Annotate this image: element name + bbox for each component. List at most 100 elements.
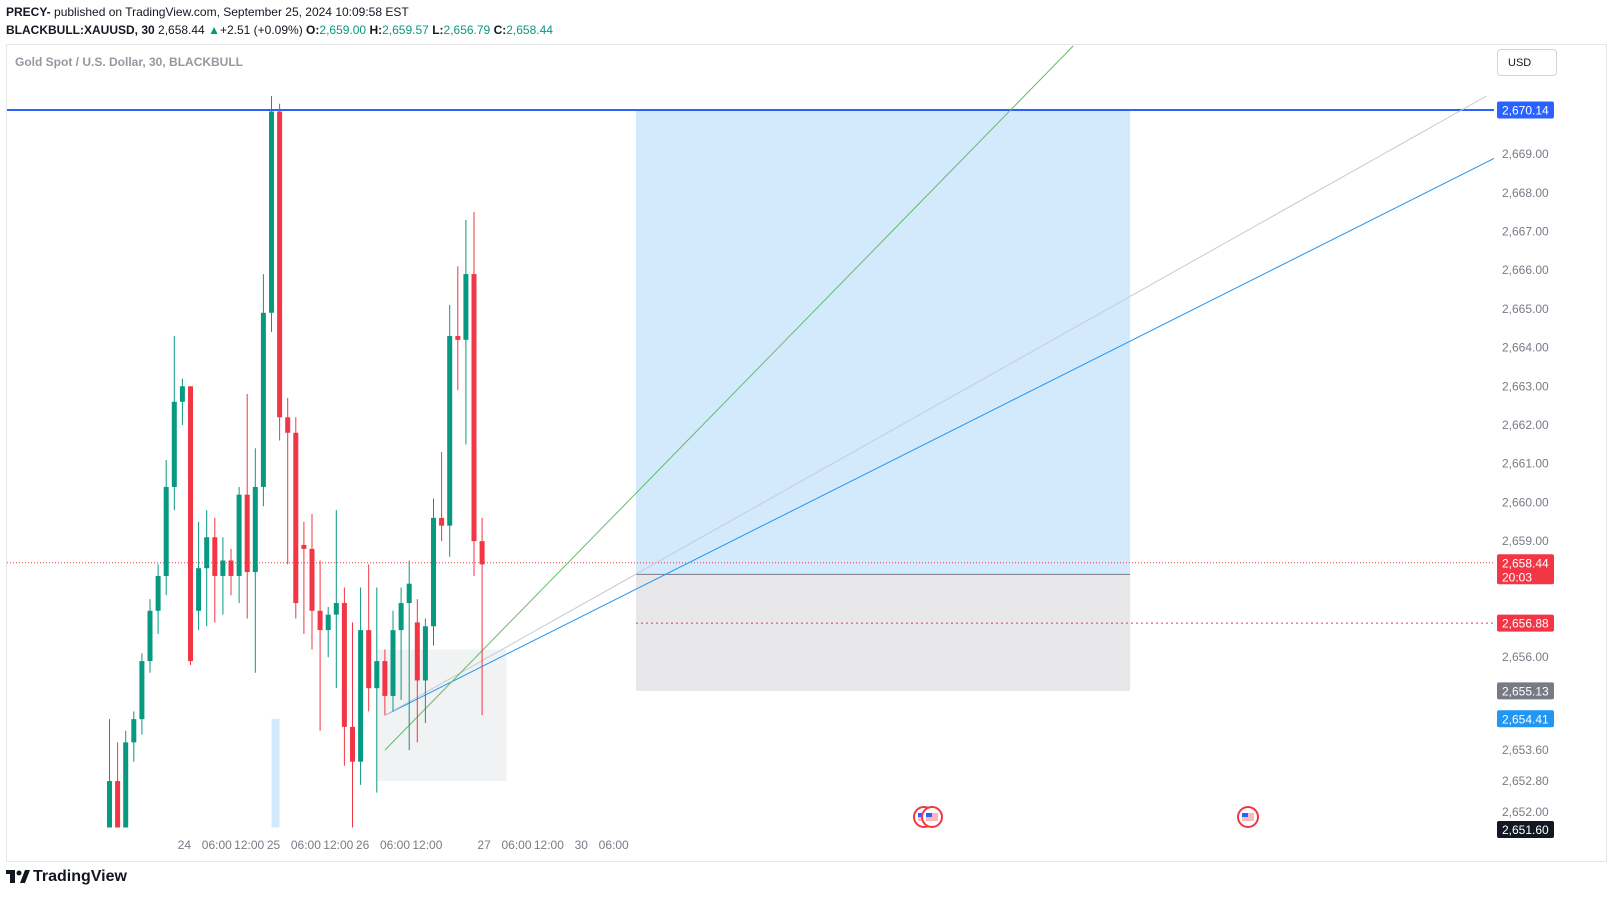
price-label-text: 2,670.14 [1502, 104, 1549, 118]
candle-body[interactable] [301, 544, 307, 549]
candle-body[interactable] [107, 781, 112, 828]
candle-body[interactable] [333, 603, 339, 615]
profit-zone[interactable] [636, 110, 1131, 575]
trend-line-blue[interactable] [384, 154, 1503, 716]
candle-body[interactable] [260, 312, 266, 487]
candle-body[interactable] [398, 603, 404, 631]
candle-body[interactable] [212, 537, 218, 576]
x-tick-label: 12:00 [323, 838, 353, 852]
open-label: O: [306, 23, 320, 37]
x-tick-label: 27 [477, 838, 491, 852]
candle-body[interactable] [204, 537, 210, 569]
tradingview-footer[interactable]: TradingView [6, 866, 127, 888]
candle-body[interactable] [252, 486, 258, 573]
candle-body[interactable] [455, 336, 461, 340]
x-tick-label: 06:00 [599, 838, 629, 852]
y-tick-label: 2,667.00 [1502, 225, 1549, 239]
price-label[interactable]: 2,656.88 [1497, 614, 1554, 632]
x-tick-label: 06:00 [291, 838, 321, 852]
candle-body[interactable] [179, 386, 185, 402]
price-label-bg [1497, 554, 1554, 585]
brand-name: TradingView [33, 868, 127, 885]
y-tick-label: 2,668.00 [1502, 186, 1549, 200]
candle-body[interactable] [447, 336, 453, 526]
x-tick-label: 12:00 [234, 838, 264, 852]
candle-body[interactable] [382, 661, 388, 696]
author-name[interactable]: PRECY- [6, 5, 51, 19]
x-tick-label: 12:00 [412, 838, 442, 852]
past-stop-zone [376, 649, 507, 782]
candle-body[interactable] [147, 610, 153, 662]
candle-body[interactable] [374, 661, 380, 689]
price-label-text: 2,655.13 [1502, 684, 1549, 698]
open-value: 2,659.00 [319, 23, 367, 37]
candle-body[interactable] [366, 630, 372, 689]
y-tick-label: 2,664.00 [1502, 341, 1549, 355]
candle-body[interactable] [463, 274, 469, 340]
candle-body[interactable] [163, 486, 169, 576]
published-text: published on TradingView.com, September … [50, 5, 409, 19]
y-tick-label: 2,652.00 [1502, 805, 1549, 819]
stop-zone[interactable] [636, 574, 1131, 691]
candle-body[interactable] [228, 560, 234, 576]
chart-frame[interactable] [6, 44, 1607, 862]
candle-body[interactable] [431, 517, 436, 627]
price-label[interactable]: 2,651.60 [1497, 821, 1554, 838]
price-label-text: 2,654.41 [1502, 712, 1549, 726]
candle-body[interactable] [471, 274, 477, 542]
price-label-bg [1497, 710, 1554, 728]
price-label-text: 2,656.88 [1502, 617, 1549, 631]
candle-body[interactable] [244, 494, 250, 573]
price-label[interactable]: 2,670.14 [1497, 101, 1554, 119]
price-label[interactable]: 2,654.41 [1497, 710, 1554, 728]
us-news-icon[interactable] [921, 806, 943, 828]
y-tick-label: 2,665.00 [1502, 302, 1549, 316]
currency-button[interactable]: USD [1497, 49, 1557, 76]
price-label[interactable]: 2,655.13 [1497, 682, 1554, 700]
high-label: H: [369, 23, 383, 37]
low-value: 2,656.79 [443, 23, 491, 37]
candle-body[interactable] [293, 432, 299, 604]
candle-body[interactable] [139, 661, 145, 720]
y-tick-label: 2,666.00 [1502, 263, 1549, 277]
candle-body[interactable] [171, 401, 177, 487]
candle-body[interactable] [422, 626, 428, 681]
candle-body[interactable] [236, 494, 242, 576]
candle-body[interactable] [220, 560, 226, 576]
candle-body[interactable] [155, 575, 161, 611]
candle-body[interactable] [406, 583, 412, 604]
candle-body[interactable] [390, 630, 396, 696]
candle-body[interactable] [358, 630, 364, 762]
candle-body[interactable] [196, 568, 202, 611]
y-tick-label: 2,669.00 [1502, 147, 1549, 161]
symbol-name: BLACKBULL:XAUUSD, 30 [6, 23, 155, 37]
candle-body[interactable] [115, 781, 121, 828]
x-tick-label: 30 [575, 838, 589, 852]
countdown-text: 20:03 [1502, 570, 1532, 584]
candle-body[interactable] [309, 548, 315, 611]
price-label-bg [1497, 821, 1554, 838]
candle-body[interactable] [285, 417, 291, 433]
candle-body[interactable] [479, 541, 485, 565]
candle-body[interactable] [341, 603, 347, 727]
us-news-icon[interactable] [1237, 806, 1259, 828]
x-tick-label: 26 [356, 838, 370, 852]
candle-body[interactable] [414, 622, 420, 681]
candle-body[interactable] [439, 517, 445, 526]
candle-body[interactable] [277, 111, 283, 418]
trend-line-gray[interactable] [384, 95, 1487, 716]
x-tick-label: 12:00 [534, 838, 564, 852]
candle-body[interactable] [350, 726, 355, 762]
candle-body[interactable] [188, 386, 193, 662]
close-value: 2,658.44 [506, 23, 553, 37]
candle-body[interactable] [325, 614, 331, 631]
candle-body[interactable] [269, 111, 274, 313]
candle-body[interactable] [131, 719, 137, 743]
y-tick-label: 2,661.00 [1502, 457, 1549, 471]
candle-body[interactable] [123, 742, 129, 828]
candle-body[interactable] [317, 610, 323, 631]
trend-line-green[interactable] [384, 45, 1074, 751]
y-tick-label: 2,662.00 [1502, 418, 1549, 432]
